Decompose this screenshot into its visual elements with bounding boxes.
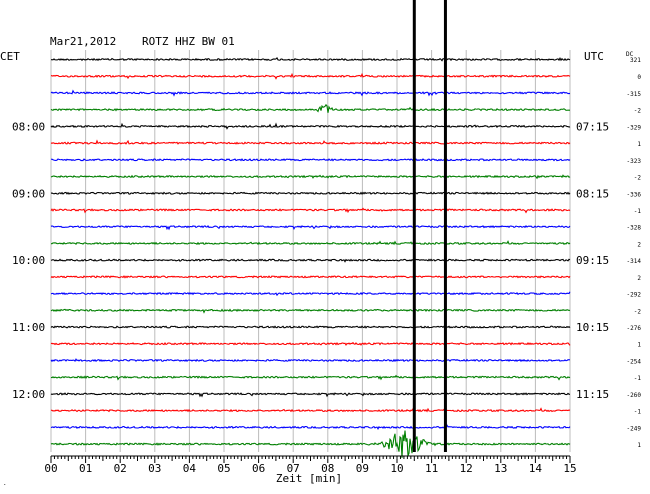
dc-offset-label: -249 xyxy=(627,425,642,432)
trace-line-8 xyxy=(50,191,571,195)
trace-line-5 xyxy=(50,139,571,145)
x-tick-label-09: 09 xyxy=(356,462,369,475)
dc-offset-label: -2 xyxy=(634,108,642,115)
trace-line-13 xyxy=(50,275,571,279)
trace-line-10 xyxy=(50,225,571,231)
dc-offset-label: -336 xyxy=(627,191,642,198)
dc-offset-label: -328 xyxy=(627,225,642,232)
x-tick-label-15: 15 xyxy=(563,462,576,475)
dc-label: DC xyxy=(626,51,634,58)
cet-label: CET xyxy=(0,50,20,63)
x-tick-label-07: 07 xyxy=(287,462,300,475)
trace-line-11 xyxy=(50,240,571,246)
dc-first-value: 321 xyxy=(630,57,641,64)
right-hour-label: 09:15 xyxy=(576,254,609,267)
trace-line-1 xyxy=(50,72,571,80)
trace-line-20 xyxy=(50,392,571,398)
x-tick-label-05: 05 xyxy=(217,462,230,475)
header-date: Mar21,2012 xyxy=(50,35,116,48)
left-hour-labels: 08:00 09:00 10:00 11:00 12:00 xyxy=(12,120,45,401)
trace-line-4 xyxy=(50,122,571,130)
dc-offset-labels: 0 -315 -2 -329 1 -323 -2 -336 -1 -328 2 -314 2 -292 -2… xyxy=(627,74,642,449)
trace-line-9 xyxy=(50,207,571,214)
trace-line-12 xyxy=(50,256,571,263)
dc-offset-label: -2 xyxy=(634,308,642,315)
dc-offset-label: -1 xyxy=(634,375,642,382)
trace-line-6 xyxy=(50,158,571,162)
dc-offset-label: -329 xyxy=(627,124,642,131)
x-tick-label-11: 11 xyxy=(425,462,438,475)
x-tick-label-04: 04 xyxy=(183,462,197,475)
right-hour-labels: 07:15 08:15 09:15 10:15 11:15 xyxy=(576,120,609,401)
corner-mark: . xyxy=(3,480,7,487)
trace-line-14 xyxy=(50,291,571,297)
x-tick-label-03: 03 xyxy=(148,462,161,475)
right-hour-label: 11:15 xyxy=(576,388,609,401)
dc-offset-label: -292 xyxy=(627,292,642,299)
left-hour-label: 09:00 xyxy=(12,187,45,200)
x-tick-labels: 00 01 02 03 04 05 06 07 08 09 10 11 12 13 14 15 xyxy=(44,462,576,475)
trace-line-2 xyxy=(50,89,571,97)
event-marker-group xyxy=(412,0,447,452)
dc-offset-label: -276 xyxy=(627,325,642,332)
trace-line-21 xyxy=(50,407,571,413)
right-hour-label: 08:15 xyxy=(576,187,609,200)
dc-offset-label: -315 xyxy=(627,91,642,98)
trace-line-0 xyxy=(50,56,571,62)
trace-line-22 xyxy=(50,424,571,430)
trace-line-17 xyxy=(50,341,571,347)
trace-line-3 xyxy=(50,103,571,113)
left-hour-label: 10:00 xyxy=(12,254,45,267)
trace-line-19 xyxy=(50,374,571,381)
dc-offset-label: 2 xyxy=(637,241,641,248)
dc-offset-label: -260 xyxy=(627,392,642,399)
left-hour-label: 08:00 xyxy=(12,120,45,133)
trace-group xyxy=(50,56,571,458)
dc-offset-label: -254 xyxy=(627,358,642,365)
header-station: ROTZ HHZ BW 01 xyxy=(142,35,235,48)
x-tick-label-00: 00 xyxy=(44,462,57,475)
dc-offset-label: -2 xyxy=(634,175,642,182)
x-tick-label-01: 01 xyxy=(79,462,92,475)
trace-line-23 xyxy=(50,430,571,458)
dc-offset-label: -323 xyxy=(627,158,642,165)
x-tick-label-14: 14 xyxy=(529,462,543,475)
trace-line-18 xyxy=(50,358,571,363)
trace-line-7 xyxy=(50,174,571,180)
grid xyxy=(50,50,571,452)
left-hour-label: 11:00 xyxy=(12,321,45,334)
dc-offset-label: 0 xyxy=(637,74,641,81)
right-hour-label: 10:15 xyxy=(576,321,609,334)
dc-offset-label: -1 xyxy=(634,208,642,215)
right-hour-label: 07:15 xyxy=(576,120,609,133)
trace-line-16 xyxy=(50,325,571,329)
x-tick-label-13: 13 xyxy=(494,462,507,475)
dc-offset-label: -314 xyxy=(627,258,642,265)
x-tick-label-02: 02 xyxy=(114,462,127,475)
dc-offset-label: 1 xyxy=(637,442,641,449)
x-tick-label-06: 06 xyxy=(252,462,265,475)
x-tick-label-10: 10 xyxy=(390,462,403,475)
trace-line-15 xyxy=(50,308,571,314)
utc-label: UTC xyxy=(584,50,604,63)
x-axis xyxy=(50,455,571,463)
dc-offset-label: 1 xyxy=(637,342,641,349)
dc-offset-label: -1 xyxy=(634,409,642,416)
x-axis-label: Zeit [min] xyxy=(276,472,342,485)
x-tick-label-12: 12 xyxy=(460,462,473,475)
dc-offset-label: 1 xyxy=(637,141,641,148)
left-hour-label: 12:00 xyxy=(12,388,45,401)
x-tick-label-08: 08 xyxy=(321,462,334,475)
dc-offset-label: 2 xyxy=(637,275,641,282)
